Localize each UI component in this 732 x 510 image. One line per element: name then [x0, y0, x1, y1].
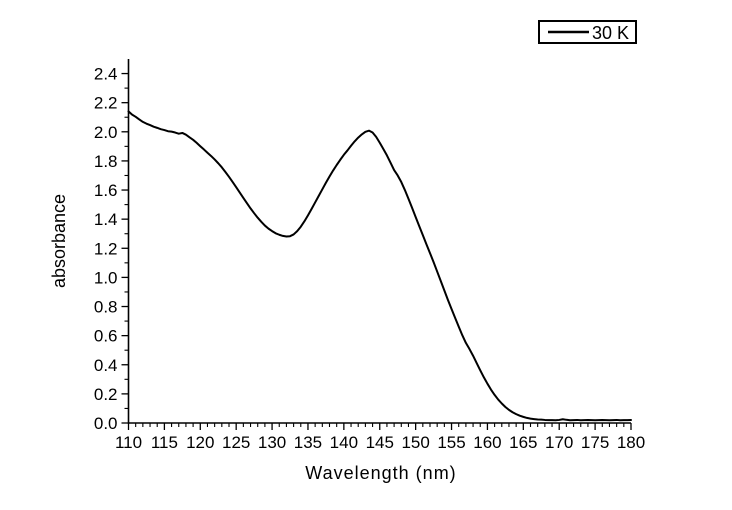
x-tick-label: 170	[545, 433, 573, 452]
legend: 30 K	[538, 20, 637, 44]
x-tick-label: 155	[437, 433, 465, 452]
y-tick-label: 2.4	[94, 65, 118, 84]
axes	[127, 59, 631, 424]
y-tick-label: 1.2	[94, 239, 118, 258]
y-tick-label: 0.4	[94, 356, 118, 375]
axis-tick-labels: 110 115 120 125 130 135 140 145 150 155 160 165 170 1…	[94, 65, 645, 452]
x-tick-label: 140	[330, 433, 358, 452]
x-tick-label: 130	[258, 433, 286, 452]
y-tick-label: 0.0	[94, 414, 118, 433]
x-tick-label: 150	[401, 433, 429, 452]
x-tick-label: 180	[617, 433, 645, 452]
y-tick-label: 0.8	[94, 298, 118, 317]
x-tick-label: 160	[473, 433, 501, 452]
x-tick-label: 135	[294, 433, 322, 452]
x-tick-label: 145	[366, 433, 394, 452]
y-tick-label: 0.6	[94, 327, 118, 346]
axis-ticks	[121, 72, 632, 430]
y-tick-label: 1.8	[94, 152, 118, 171]
x-tick-label: 175	[581, 433, 609, 452]
x-tick-label: 125	[222, 433, 250, 452]
y-tick-label: 0.2	[94, 385, 118, 404]
y-tick-label: 1.4	[94, 210, 118, 229]
data-series-group	[127, 110, 632, 422]
x-tick-label: 165	[509, 433, 537, 452]
y-tick-label: 2.2	[94, 94, 118, 113]
x-axis-title: Wavelength (nm)	[305, 463, 456, 483]
y-axis-title: absorbance	[49, 194, 69, 288]
data-curve	[127, 110, 632, 422]
x-tick-label: 110	[115, 433, 142, 452]
y-tick-label: 2.0	[94, 123, 118, 142]
x-tick-label: 115	[151, 433, 178, 452]
x-tick-label: 120	[186, 433, 214, 452]
y-tick-label: 1.0	[94, 268, 118, 287]
y-tick-label: 1.6	[94, 181, 118, 200]
legend-label: 30 K	[592, 23, 629, 43]
